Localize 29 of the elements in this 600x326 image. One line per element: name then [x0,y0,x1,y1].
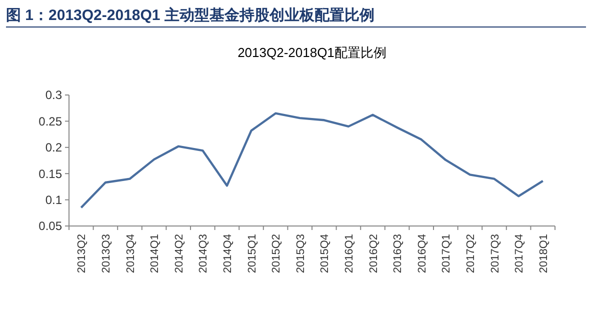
x-tick-label: 2017Q1 [440,234,453,274]
x-tick-label: 2017Q3 [489,234,502,274]
y-tick-label: 0.15 [38,166,62,181]
x-tick-label: 2015Q1 [246,234,258,274]
x-tick-label: 2015Q2 [270,234,283,274]
y-tick-label: 0.3 [45,88,62,102]
x-tick-label: 2016Q4 [416,234,428,274]
y-tick-label: 0.1 [45,193,62,207]
chart-subtitle: 2013Q2-2018Q1配置比例 [238,45,386,60]
y-tick-label: 0.25 [38,114,62,128]
x-tick-label: 2017Q2 [464,234,477,274]
x-tick-label: 2013Q4 [124,234,137,274]
x-tick-label: 2018Q1 [538,234,550,274]
x-tick-label: 2013Q2 [76,234,88,274]
x-tick-label: 2014Q3 [198,234,210,274]
y-tick-label: 0.05 [38,219,62,234]
x-tick-label: 2014Q1 [149,234,162,274]
x-tick-label: 2015Q4 [319,234,332,274]
y-tick-label: 0.2 [45,140,62,155]
x-tick-label: 2017Q4 [514,234,526,274]
x-tick-label: 2014Q4 [222,234,234,274]
x-tick-label: 2016Q3 [392,234,404,274]
line-series [80,112,544,209]
x-tick-label: 2014Q2 [173,234,186,274]
x-tick-label: 2016Q1 [343,234,356,274]
x-tick-label: 2016Q2 [368,234,380,274]
x-tick-label: 2015Q3 [294,234,307,274]
chart-title: 图 1：2013Q2-2018Q1 主动型基金持股创业板配置比例 [6,6,374,24]
x-tick-label: 2013Q3 [100,234,112,274]
